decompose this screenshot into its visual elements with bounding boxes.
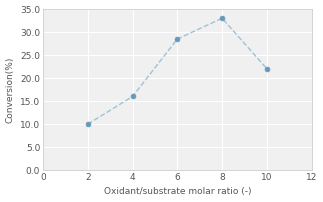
- X-axis label: Oxidant/substrate molar ratio (-): Oxidant/substrate molar ratio (-): [104, 187, 251, 196]
- Y-axis label: Conversion(%): Conversion(%): [5, 56, 15, 123]
